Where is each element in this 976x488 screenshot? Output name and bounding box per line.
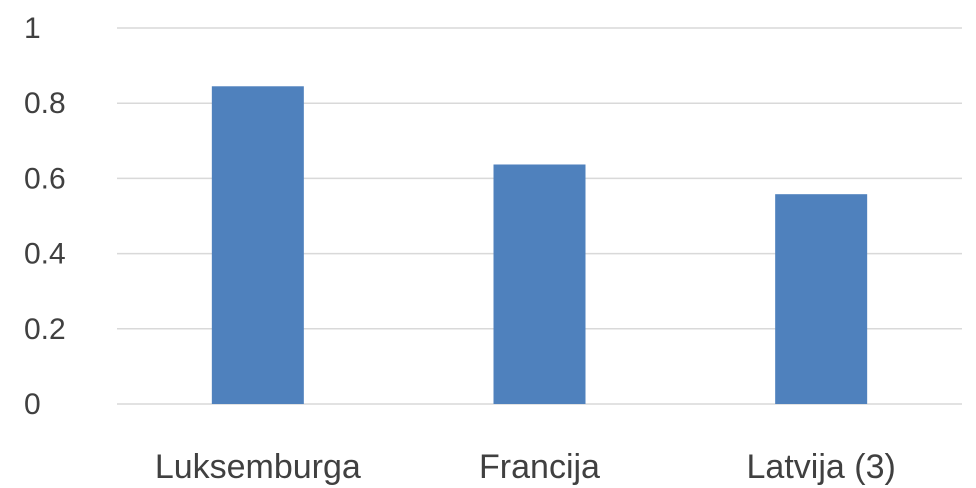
- y-tick-label: 0.2: [24, 313, 66, 346]
- y-tick-label: 1: [24, 12, 41, 45]
- bars: [211, 86, 868, 404]
- y-tick-label: 0.8: [24, 87, 66, 120]
- bar-latvija-3: [775, 194, 868, 404]
- x-tick-label: Latvija (3): [747, 448, 896, 486]
- y-tick-label: 0: [24, 388, 41, 421]
- bar-luksemburga: [211, 86, 304, 404]
- x-axis-tick-labels: Luksemburga Francija Latvija (3): [155, 448, 896, 486]
- x-tick-label: Francija: [479, 448, 600, 486]
- x-tick-label: Luksemburga: [155, 448, 361, 486]
- y-axis-tick-labels: 0 0.2 0.4 0.6 0.8 1: [24, 12, 66, 421]
- y-tick-label: 0.4: [24, 238, 66, 271]
- bar-francija: [493, 164, 586, 404]
- y-tick-label: 0.6: [24, 162, 66, 195]
